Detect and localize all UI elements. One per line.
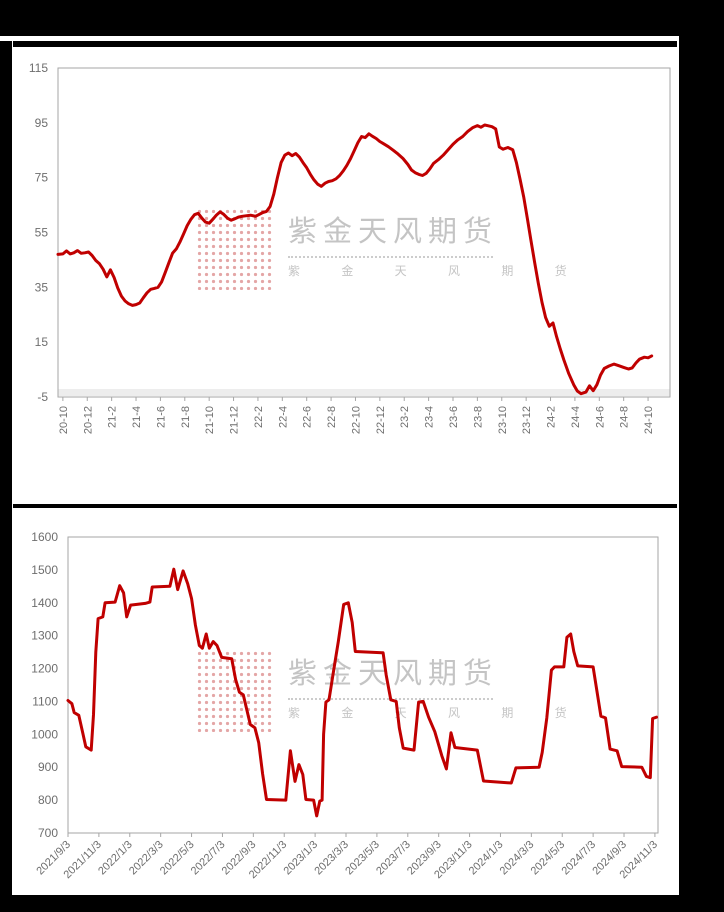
x-axis-tick-label: 24-10 [643, 406, 655, 434]
chart-bottom-line-chart: 1600150014001300120011001000900800700202… [31, 530, 660, 881]
chart-top-line-chart: 115 95 75 55 35 15 -5 20-10 20-12 21-2 21-4 21-6 21-… [29, 61, 671, 434]
y-axis-tick-label: 1600 [31, 530, 58, 544]
x-axis-tick-label: 20-10 [58, 406, 70, 434]
x-axis-tick-label: 22-12 [375, 406, 387, 434]
x-axis-tick-label: 21-2 [107, 406, 119, 428]
x-axis-tick-label: 21-10 [204, 406, 216, 434]
x-axis-tick-label: 21-4 [131, 406, 143, 428]
data-series-line [66, 567, 658, 818]
y-axis-tick-label: 35 [35, 280, 49, 294]
x-axis-tick-label: 24-2 [546, 406, 558, 428]
x-axis-tick-label: 21-6 [155, 406, 167, 428]
top-gap [0, 36, 679, 41]
y-axis-tick-label: 95 [35, 116, 49, 130]
plot-border [67, 536, 659, 834]
x-axis-tick-label: 22-4 [277, 406, 289, 428]
y-axis-tick-label: 1200 [31, 662, 58, 676]
x-axis-tick-label: 22-2 [253, 406, 265, 428]
x-axis-tick-label: 23-8 [472, 406, 484, 428]
x-axis-tick-label: 23-12 [521, 406, 533, 434]
y-axis-tick-label: 700 [38, 826, 58, 840]
x-axis-tick-label: 22-8 [326, 406, 338, 428]
y-axis-tick-label: 1400 [31, 596, 58, 610]
plot-border [57, 67, 671, 398]
divider-rule-bottom [13, 504, 677, 508]
y-axis-tick-label: -5 [37, 390, 48, 404]
data-series-line [56, 123, 654, 396]
axis-strip [58, 389, 670, 396]
x-axis-tick-label: 23-6 [448, 406, 460, 428]
x-axis-tick-label: 24-6 [594, 406, 606, 428]
y-axis-tick-label: 1300 [31, 629, 58, 643]
y-axis-tick-label: 75 [35, 171, 49, 185]
x-axis-tick-label: 24-8 [619, 406, 631, 428]
y-axis-tick-label: 1000 [31, 727, 58, 741]
x-axis-tick-label: 22-6 [302, 406, 314, 428]
y-axis-tick-label: 900 [38, 760, 58, 774]
x-axis-tick-label: 23-2 [399, 406, 411, 428]
content-panel [12, 36, 679, 895]
y-axis-tick-label: 1100 [32, 694, 58, 708]
x-axis-tick-label: 21-12 [229, 406, 241, 434]
x-axis-tick-label: 24-4 [570, 406, 582, 428]
x-axis-tick-label: 20-12 [82, 406, 94, 434]
x-axis-tick-label: 23-10 [497, 406, 509, 434]
y-axis-tick-label: 115 [29, 61, 48, 75]
y-axis-tick-label: 1500 [31, 563, 58, 577]
x-axis-tick-label: 23-4 [424, 406, 436, 428]
x-axis-tick-label: 22-10 [350, 406, 362, 434]
y-axis-tick-label: 15 [35, 335, 49, 349]
y-axis-tick-label: 800 [38, 793, 58, 807]
y-axis-tick-label: 55 [35, 226, 49, 240]
x-axis-tick-label: 21-8 [180, 406, 192, 428]
divider-rule-top [13, 41, 677, 47]
